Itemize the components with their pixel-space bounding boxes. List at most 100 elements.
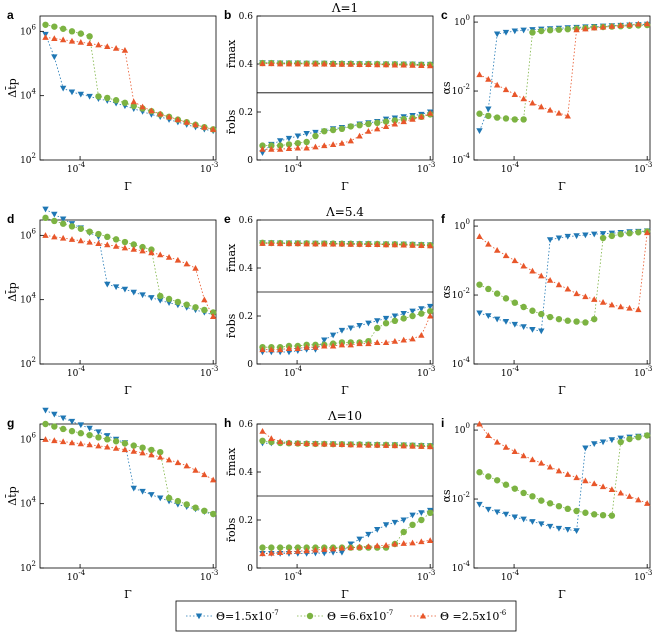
data-point (338, 125, 346, 132)
data-point (276, 346, 284, 353)
data-point (546, 276, 554, 283)
data-point (338, 140, 346, 146)
panel-e: 10-4 10-3 0 0.2 0.4 0.6 Γr̄max r̄obs Λ=5.4 e (224, 205, 435, 397)
y-tick-label: 0.2 (239, 516, 253, 526)
data-point (608, 437, 616, 444)
data-point (400, 336, 407, 343)
y-tick-label: 10-2 (452, 287, 470, 301)
data-point (520, 303, 527, 311)
data-point (259, 544, 266, 551)
data-point (391, 519, 399, 526)
data-point (409, 521, 416, 528)
data-point (599, 234, 607, 242)
data-point (321, 342, 328, 349)
data-point (538, 328, 545, 335)
data-point (139, 103, 146, 110)
data-point (165, 295, 173, 303)
data-point (608, 232, 616, 240)
data-point (68, 418, 76, 425)
data-point (51, 423, 58, 430)
y-tick-label: 0.2 (239, 108, 253, 118)
data-point (259, 142, 266, 149)
data-point (511, 28, 519, 35)
data-point (599, 511, 607, 519)
data-point (303, 547, 310, 554)
data-point (502, 295, 510, 302)
y-tick-label: 0 (247, 360, 253, 370)
y-axis-label-top: r̄max (225, 39, 238, 68)
data-point (546, 500, 554, 507)
data-point (276, 544, 284, 551)
data-point (476, 501, 483, 508)
y-axis-label-top: r̄max (225, 447, 238, 476)
data-point (520, 262, 527, 269)
data-point (312, 132, 319, 140)
y-tick-label: 100 (454, 218, 470, 232)
data-point (77, 38, 85, 45)
data-point (268, 142, 275, 149)
data-point (391, 442, 399, 449)
data-point (591, 480, 598, 487)
panel-h: 10-4 10-3 0 0.2 0.4 0.6 Γr̄max r̄obs Λ=10 h (224, 409, 435, 601)
y-tick-label: 0.4 (239, 60, 254, 70)
panel-title: Λ=5.4 (325, 205, 364, 219)
data-point (183, 260, 190, 267)
data-point (183, 118, 190, 125)
data-point (365, 531, 372, 538)
data-point (511, 514, 519, 521)
data-point (77, 237, 85, 244)
data-point (493, 290, 501, 297)
data-point (121, 440, 129, 447)
data-point (426, 62, 434, 69)
data-point (347, 541, 354, 548)
data-point (382, 123, 390, 129)
data-point (303, 240, 310, 247)
data-point (338, 441, 346, 447)
data-point (77, 225, 85, 232)
data-point (338, 327, 346, 334)
data-point (104, 281, 111, 288)
data-point (555, 26, 563, 33)
panel-label: b (224, 8, 231, 22)
data-point (59, 220, 67, 227)
y-tick-label: 10-2 (452, 83, 470, 97)
data-point (608, 486, 616, 492)
data-point (104, 241, 111, 248)
data-point (268, 60, 275, 67)
data-point (409, 242, 416, 248)
data-point (573, 290, 580, 297)
data-point (183, 301, 190, 308)
data-point (626, 493, 633, 499)
x-tick-label: 10-4 (67, 365, 86, 379)
data-point (485, 313, 492, 319)
data-point (365, 320, 372, 327)
data-point (391, 61, 399, 68)
series-line (479, 230, 648, 332)
data-point (635, 306, 642, 313)
data-point (356, 340, 363, 347)
panel-label: d (7, 212, 14, 226)
data-point (374, 61, 381, 68)
axes-box (39, 219, 217, 365)
data-point (68, 236, 76, 242)
data-point (591, 315, 598, 323)
data-point (59, 234, 67, 241)
y-tick-label: 0 (247, 156, 253, 166)
data-point (86, 40, 93, 47)
data-point (294, 133, 302, 140)
data-point (391, 338, 399, 344)
series-line (45, 438, 214, 481)
data-point (599, 439, 607, 446)
legend-label: Θ =2.5x10-6 (440, 609, 507, 623)
data-point (564, 112, 571, 119)
data-point (365, 241, 372, 248)
legend-marker (306, 612, 314, 620)
x-axis-label: Γ (124, 180, 132, 193)
data-point (95, 434, 102, 441)
data-point (201, 296, 208, 303)
data-point (338, 240, 346, 247)
data-point (285, 240, 293, 247)
data-point (374, 318, 381, 324)
y-axis-label: Δt̄p (6, 282, 19, 301)
data-point (529, 519, 536, 525)
